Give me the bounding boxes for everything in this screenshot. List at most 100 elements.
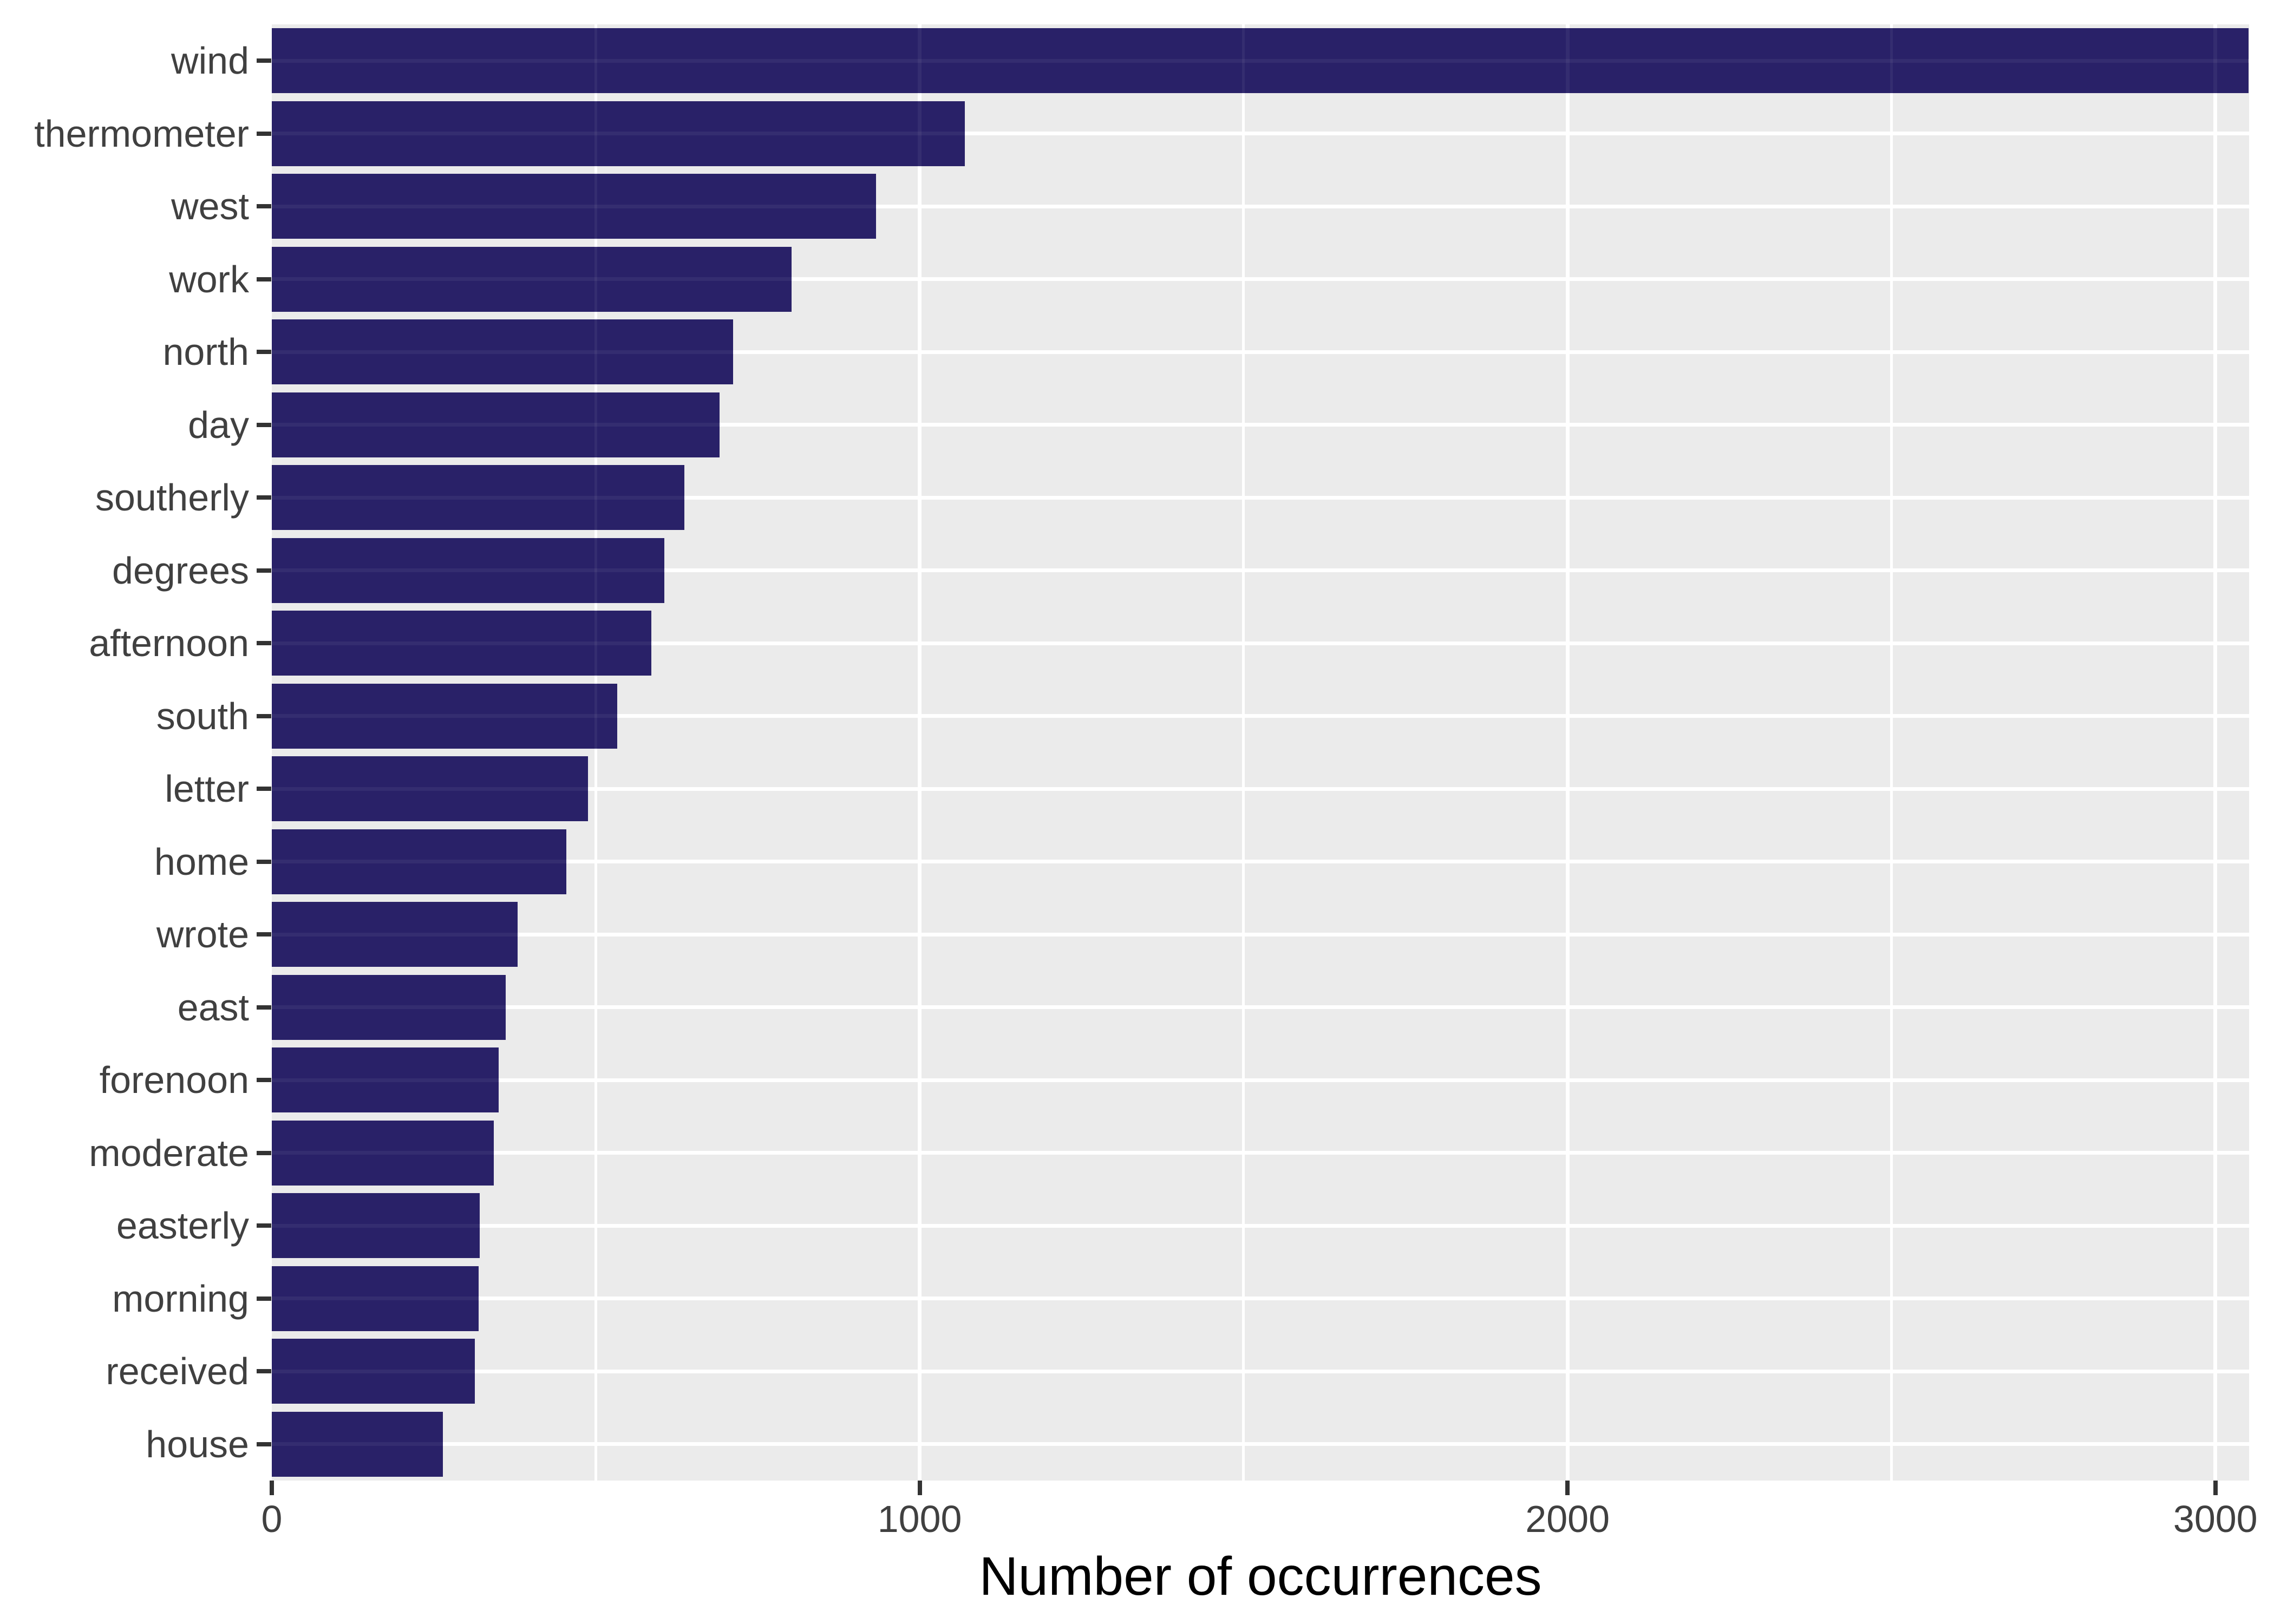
y-axis-label: west bbox=[171, 185, 249, 227]
gridline-overlay-vertical bbox=[1890, 24, 1893, 1481]
bar bbox=[272, 465, 685, 531]
x-axis-tick bbox=[2213, 1481, 2218, 1495]
bar bbox=[272, 974, 506, 1040]
gridline-vertical-minor bbox=[1242, 24, 1245, 1481]
gridline-horizontal-major bbox=[272, 1078, 2249, 1082]
y-axis-tick bbox=[257, 1078, 271, 1083]
y-axis-tick bbox=[257, 932, 271, 937]
gridline-overlay-horizontal bbox=[272, 1296, 2249, 1301]
gridline-horizontal-major bbox=[272, 277, 2249, 281]
y-axis-label: house bbox=[146, 1423, 249, 1465]
y-axis-label: forenoon bbox=[99, 1059, 249, 1101]
y-axis-label: letter bbox=[165, 768, 249, 810]
y-axis-tick bbox=[257, 58, 271, 63]
gridline-overlay-horizontal bbox=[272, 641, 2249, 645]
bar bbox=[272, 1047, 499, 1113]
y-axis-tick bbox=[257, 204, 271, 209]
gridline-horizontal-major bbox=[272, 1442, 2249, 1446]
gridline-horizontal-major bbox=[272, 641, 2249, 645]
gridline-overlay-horizontal bbox=[272, 1151, 2249, 1155]
y-axis-tick bbox=[257, 787, 271, 791]
gridline-vertical-minor bbox=[1890, 24, 1893, 1481]
y-axis-tick bbox=[257, 641, 271, 646]
y-axis-label: wind bbox=[171, 40, 249, 82]
gridline-horizontal-major bbox=[272, 860, 2249, 864]
y-axis-label: home bbox=[154, 840, 249, 883]
bar bbox=[272, 1339, 475, 1404]
y-axis-label: north bbox=[162, 331, 249, 373]
bar bbox=[272, 1266, 479, 1331]
gridline-overlay-horizontal bbox=[272, 714, 2249, 718]
y-axis-tick bbox=[257, 1369, 271, 1374]
gridline-overlay-horizontal bbox=[272, 495, 2249, 500]
gridline-horizontal-major bbox=[272, 1296, 2249, 1301]
gridline-horizontal-major bbox=[272, 495, 2249, 500]
gridline-overlay-horizontal bbox=[272, 1369, 2249, 1373]
bar bbox=[272, 174, 877, 239]
gridline-horizontal-major bbox=[272, 1151, 2249, 1155]
y-axis-label: moderate bbox=[89, 1131, 249, 1174]
y-axis-label: south bbox=[156, 695, 249, 737]
gridline-horizontal-major bbox=[272, 787, 2249, 791]
gridline-vertical-major bbox=[2213, 24, 2218, 1481]
bar bbox=[272, 683, 617, 749]
y-axis-tick bbox=[257, 277, 271, 281]
gridline-overlay-vertical bbox=[2213, 24, 2218, 1481]
y-axis-label: degrees bbox=[112, 549, 249, 592]
gridline-horizontal-major bbox=[272, 932, 2249, 937]
gridline-overlay-vertical bbox=[918, 24, 922, 1481]
x-axis-title: Number of occurrences bbox=[979, 1546, 1542, 1607]
gridline-vertical-major bbox=[1565, 24, 1570, 1481]
y-axis-tick bbox=[257, 131, 271, 136]
gridline-overlay-horizontal bbox=[272, 204, 2249, 208]
gridline-horizontal-major bbox=[272, 1369, 2249, 1373]
gridline-overlay-horizontal bbox=[272, 1442, 2249, 1446]
gridline-horizontal-major bbox=[272, 204, 2249, 208]
gridline-overlay-horizontal bbox=[272, 932, 2249, 937]
bar bbox=[272, 1411, 443, 1477]
y-axis-label: southerly bbox=[95, 476, 249, 519]
y-axis-tick bbox=[257, 1150, 271, 1155]
gridline-overlay-vertical bbox=[1242, 24, 1245, 1481]
x-axis-tick bbox=[917, 1481, 922, 1495]
gridline-overlay-horizontal bbox=[272, 1078, 2249, 1082]
bar bbox=[272, 246, 792, 312]
gridline-overlay-horizontal bbox=[272, 568, 2249, 573]
y-axis-tick bbox=[257, 350, 271, 355]
gridline-overlay-horizontal bbox=[272, 423, 2249, 427]
gridline-horizontal-major bbox=[272, 132, 2249, 136]
y-axis-label: afternoon bbox=[89, 622, 249, 664]
gridline-horizontal-major bbox=[272, 423, 2249, 427]
y-axis-tick bbox=[257, 568, 271, 573]
gridline-overlay-horizontal bbox=[272, 1223, 2249, 1228]
gridline-overlay-horizontal bbox=[272, 1005, 2249, 1010]
plot-panel bbox=[272, 24, 2249, 1481]
gridline-overlay-vertical bbox=[594, 24, 597, 1481]
y-axis-label: work bbox=[169, 258, 249, 300]
y-axis-tick bbox=[257, 422, 271, 427]
y-axis-tick bbox=[257, 495, 271, 500]
x-axis-tick-label: 1000 bbox=[877, 1498, 962, 1540]
gridline-horizontal-major bbox=[272, 350, 2249, 354]
gridline-vertical-major bbox=[918, 24, 922, 1481]
gridline-horizontal-major bbox=[272, 1223, 2249, 1228]
y-axis-tick bbox=[257, 1005, 271, 1010]
x-axis-tick-label: 3000 bbox=[2173, 1498, 2258, 1540]
bar bbox=[272, 829, 567, 894]
y-axis-tick bbox=[257, 1223, 271, 1228]
x-axis-tick-label: 0 bbox=[261, 1498, 283, 1540]
gridline-overlay-horizontal bbox=[272, 350, 2249, 354]
y-axis-label: day bbox=[188, 403, 249, 446]
gridline-horizontal-major bbox=[272, 568, 2249, 573]
gridline-overlay-vertical bbox=[1565, 24, 1570, 1481]
gridline-vertical-minor bbox=[594, 24, 597, 1481]
y-axis-tick bbox=[257, 1442, 271, 1446]
bar bbox=[272, 101, 965, 166]
gridline-overlay-horizontal bbox=[272, 860, 2249, 864]
bar bbox=[272, 611, 652, 676]
y-axis-label: east bbox=[177, 986, 249, 1029]
gridline-horizontal-major bbox=[272, 714, 2249, 718]
gridline-overlay-horizontal bbox=[272, 132, 2249, 136]
y-axis-label: easterly bbox=[116, 1204, 249, 1247]
